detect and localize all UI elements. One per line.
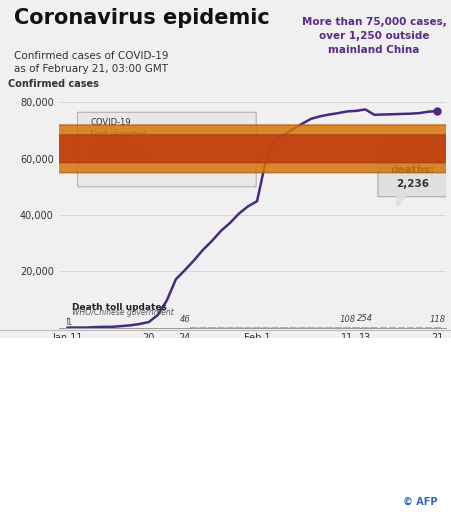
Text: Confirmed cases of COVID-19: Confirmed cases of COVID-19	[14, 51, 168, 61]
Text: 17: 17	[215, 389, 226, 398]
Text: More than 75,000 cases,
over 1,250 outside
mainland China: More than 75,000 cases, over 1,250 outsi…	[302, 17, 446, 55]
Text: Russia: Russia	[239, 454, 267, 463]
Text: 1: 1	[428, 437, 433, 446]
Text: 9: 9	[220, 470, 226, 479]
Text: 1: 1	[428, 389, 433, 398]
Text: 69: 69	[95, 437, 106, 446]
Text: 22: 22	[215, 373, 226, 382]
Text: Confirmed cases: Confirmed cases	[8, 79, 99, 89]
Text: 1: 1	[428, 373, 433, 382]
Text: Egypt: Egypt	[347, 454, 372, 463]
Text: 118: 118	[429, 315, 446, 324]
Text: COVID-19
First reported
in Wuhan on
December 31: COVID-19 First reported in Wuhan on Dece…	[90, 118, 147, 164]
Text: © AFP: © AFP	[403, 497, 437, 507]
Text: 3: 3	[324, 421, 329, 430]
Text: Canada: Canada	[239, 373, 272, 382]
FancyBboxPatch shape	[78, 112, 256, 187]
Text: Taiwan: Taiwan	[14, 486, 43, 495]
Text: Total
deaths:
2,236: Total deaths: 2,236	[390, 151, 434, 189]
Text: Japan: Japan	[14, 373, 37, 382]
Text: 3: 3	[324, 405, 329, 414]
Text: 93: 93	[95, 373, 106, 382]
Text: 2: 2	[324, 470, 329, 479]
Text: Belgium: Belgium	[347, 437, 383, 446]
Text: 1: 1	[428, 421, 433, 430]
Text: 254: 254	[357, 314, 373, 324]
Text: Hong Kong: Hong Kong	[14, 437, 60, 446]
Text: 5: 5	[324, 389, 329, 398]
Text: 1: 1	[324, 486, 329, 495]
Text: Finland: Finland	[239, 486, 270, 495]
Text: 46: 46	[179, 315, 190, 324]
Text: Death toll updates: Death toll updates	[72, 303, 167, 312]
Text: U.A.E.: U.A.E.	[126, 486, 152, 495]
Text: as of February 21, 03:00 GMT: as of February 21, 03:00 GMT	[14, 64, 167, 74]
Text: Australia: Australia	[126, 389, 164, 398]
Text: 3: 3	[324, 437, 329, 446]
Text: Britain: Britain	[126, 470, 155, 479]
Text: 16: 16	[215, 405, 226, 414]
Text: 16: 16	[215, 421, 226, 430]
Text: Iran: Iran	[239, 389, 256, 398]
Text: 29: 29	[95, 470, 106, 479]
Text: Cambodia: Cambodia	[347, 405, 391, 414]
Text: (Cruise ship): (Cruise ship)	[14, 389, 68, 398]
Text: 85: 85	[95, 421, 106, 430]
Bar	[272, 327, 279, 328]
Text: Nepal: Nepal	[347, 373, 372, 382]
Circle shape	[0, 125, 451, 173]
Text: 621: 621	[89, 389, 106, 398]
Text: 1: 1	[66, 318, 71, 328]
Text: 156: 156	[89, 405, 106, 414]
Polygon shape	[397, 197, 406, 206]
Text: Malaysia: Malaysia	[126, 373, 164, 382]
Text: 9: 9	[220, 486, 226, 495]
Text: Sri Lanka: Sri Lanka	[347, 389, 387, 398]
Text: South Korea: South Korea	[14, 405, 66, 414]
Text: Vietnam: Vietnam	[126, 421, 162, 430]
Text: 2: 2	[324, 454, 329, 463]
Text: Germany: Germany	[126, 405, 166, 414]
Text: France: France	[126, 437, 155, 446]
Text: 24: 24	[95, 486, 106, 495]
Text: 8: 8	[324, 373, 329, 382]
Text: 108: 108	[339, 315, 355, 324]
FancyBboxPatch shape	[378, 143, 446, 197]
Text: Singapore: Singapore	[14, 421, 57, 430]
Text: 10: 10	[215, 454, 226, 463]
Text: 1: 1	[428, 454, 433, 463]
Text: Philippines: Philippines	[239, 421, 285, 430]
Text: United States: United States	[14, 470, 72, 479]
Text: 35: 35	[95, 454, 106, 463]
Text: Italy: Italy	[239, 437, 258, 446]
Circle shape	[0, 135, 451, 163]
Text: Spain: Spain	[239, 470, 263, 479]
Text: 1: 1	[428, 405, 433, 414]
Text: Macau: Macau	[126, 454, 155, 463]
Text: Coronavirus epidemic: Coronavirus epidemic	[14, 8, 269, 28]
Text: WHO/Chinese government: WHO/Chinese government	[72, 308, 174, 317]
Text: Thailand: Thailand	[14, 454, 51, 463]
Text: India: India	[239, 405, 260, 414]
Text: Cases outside mainland China: Cases outside mainland China	[14, 343, 182, 353]
Text: Sweden: Sweden	[347, 421, 382, 430]
Text: 12: 12	[215, 437, 226, 446]
